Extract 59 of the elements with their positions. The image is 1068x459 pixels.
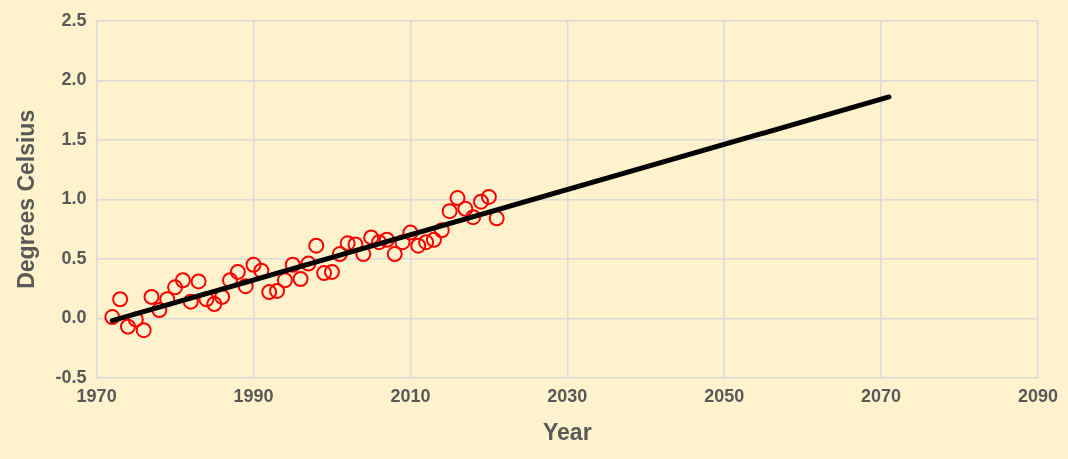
point (410, 237, 427, 254)
point (371, 234, 388, 251)
y-tick-label: 0.0 (61, 307, 87, 328)
x-tick-label: 2070 (861, 385, 902, 406)
x-axis-title: Year (543, 418, 592, 445)
point (151, 301, 168, 318)
point (418, 234, 435, 251)
point (339, 235, 356, 252)
point (323, 263, 340, 280)
y-axis-title: Degrees Celsius (13, 109, 40, 289)
y-tick-label: 0.5 (61, 247, 87, 268)
point (167, 279, 184, 296)
point (174, 272, 191, 289)
point (261, 284, 278, 301)
point (433, 222, 450, 239)
point (112, 291, 129, 308)
point (104, 309, 121, 326)
point (441, 203, 458, 220)
point (473, 193, 490, 210)
point (331, 246, 348, 263)
point (316, 265, 333, 282)
point (457, 200, 474, 217)
point (276, 272, 293, 289)
y-tick-label: 2.5 (61, 9, 87, 30)
x-tick-label: 2030 (547, 385, 588, 406)
point (120, 318, 136, 335)
x-tick-label: 1990 (233, 385, 274, 406)
x-tick-label: 1970 (76, 385, 117, 406)
x-tick-label: 2050 (704, 385, 745, 406)
point (300, 255, 317, 272)
point (386, 246, 403, 263)
point (488, 210, 505, 227)
point (182, 293, 199, 310)
x-tick-label: 2010 (390, 385, 431, 406)
point (269, 282, 286, 299)
point (206, 296, 223, 313)
point (214, 288, 231, 305)
point (190, 273, 207, 290)
y-tick-label: 1.5 (61, 128, 87, 149)
point (245, 256, 262, 273)
point (143, 288, 160, 305)
point (308, 237, 325, 254)
point (394, 234, 411, 251)
point (480, 188, 497, 205)
point (229, 263, 246, 280)
point (135, 322, 152, 339)
point (465, 209, 482, 226)
point (449, 190, 466, 207)
x-tick-label: 2090 (1017, 385, 1059, 406)
point (425, 231, 442, 248)
y-tick-label: 2.0 (61, 69, 87, 90)
point (284, 256, 301, 273)
y-tick-label: -0.5 (55, 366, 87, 387)
point (237, 278, 254, 295)
point (378, 231, 395, 248)
y-tick-label: 1.0 (61, 188, 87, 209)
point (402, 224, 419, 241)
point (292, 271, 309, 288)
point (363, 229, 380, 246)
